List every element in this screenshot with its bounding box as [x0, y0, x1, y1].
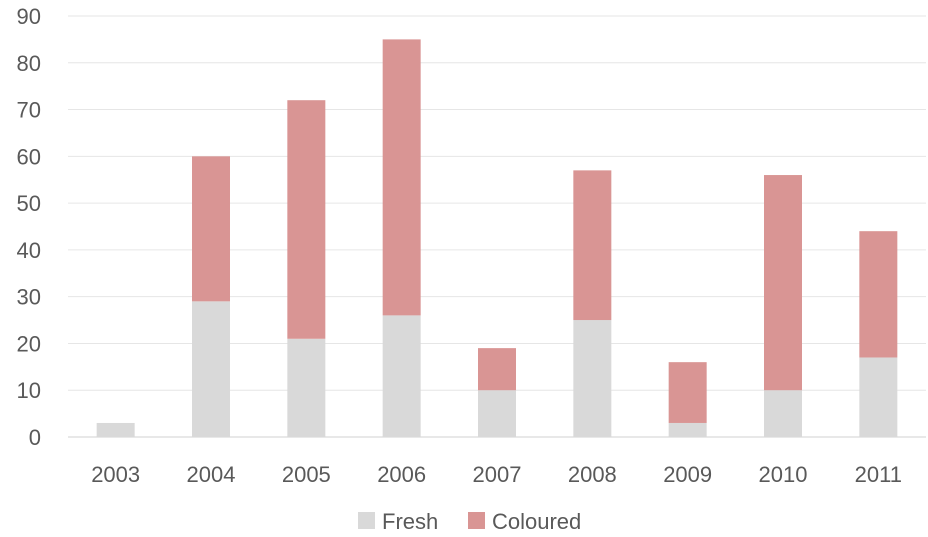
bar-coloured-2004 — [192, 156, 230, 302]
x-tick-label-2007: 2007 — [473, 462, 522, 487]
bar-coloured-2008 — [573, 170, 612, 321]
x-tick-label-2003: 2003 — [91, 462, 140, 487]
x-tick-label-2005: 2005 — [282, 462, 331, 487]
bar-fresh-2006 — [382, 315, 421, 437]
legend: Fresh Coloured — [358, 509, 581, 534]
bar-fresh-2010 — [764, 390, 802, 437]
bar-fresh-2008 — [573, 320, 612, 437]
bar-coloured-2009 — [668, 362, 707, 423]
legend-label-coloured: Coloured — [492, 509, 581, 534]
bar-fresh-2011 — [859, 357, 898, 437]
x-tick-label-2009: 2009 — [663, 462, 712, 487]
legend-swatch-coloured — [468, 512, 485, 529]
bar-fresh-2003 — [96, 422, 135, 437]
bars — [96, 39, 898, 437]
bar-coloured-2005 — [287, 100, 326, 339]
y-axis-tick-labels: 0 10 20 30 40 50 60 70 80 90 — [17, 4, 41, 450]
y-tick-label-90: 90 — [17, 4, 41, 29]
y-tick-label-60: 60 — [17, 144, 41, 169]
bar-coloured-2006 — [382, 39, 421, 316]
y-tick-label-40: 40 — [17, 238, 41, 263]
legend-label-fresh: Fresh — [382, 509, 438, 534]
y-tick-label-20: 20 — [17, 331, 41, 356]
y-tick-label-30: 30 — [17, 285, 41, 310]
y-tick-label-10: 10 — [17, 378, 41, 403]
bar-fresh-2007 — [478, 390, 516, 437]
x-tick-label-2004: 2004 — [187, 462, 236, 487]
bar-coloured-2007 — [478, 348, 516, 391]
y-tick-label-50: 50 — [17, 191, 41, 216]
x-tick-label-2006: 2006 — [377, 462, 426, 487]
x-tick-label-2010: 2010 — [759, 462, 808, 487]
y-tick-label-0: 0 — [29, 425, 41, 450]
bar-fresh-2004 — [192, 301, 230, 437]
y-tick-label-70: 70 — [17, 98, 41, 123]
bar-fresh-2009 — [668, 422, 707, 437]
bar-coloured-2010 — [764, 175, 802, 391]
x-axis-tick-labels: 2003 2004 2005 2006 2007 2008 2009 2010 2011 — [91, 462, 902, 487]
x-tick-label-2008: 2008 — [568, 462, 617, 487]
bar-fresh-2005 — [287, 338, 326, 437]
y-tick-label-80: 80 — [17, 51, 41, 76]
x-tick-label-2011: 2011 — [855, 462, 902, 487]
bar-coloured-2011 — [859, 231, 898, 358]
legend-swatch-fresh — [358, 512, 375, 529]
